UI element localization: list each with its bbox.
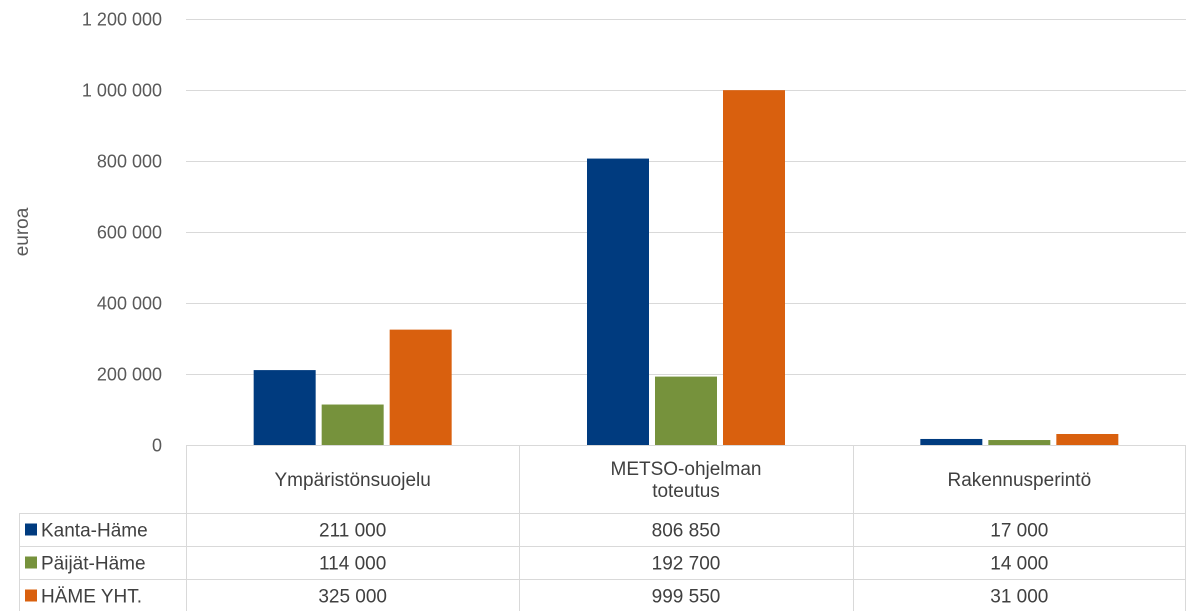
bar: [321, 404, 384, 445]
y-tick-label: 0: [152, 436, 162, 456]
y-axis-label: euroa: [12, 207, 33, 256]
bar: [1056, 433, 1119, 445]
category-label: toteutus: [652, 481, 720, 502]
legend-key: [25, 523, 37, 536]
gridlines: [186, 19, 1186, 375]
category-label: Rakennusperintö: [948, 470, 1092, 491]
data-label: 114 000: [319, 554, 386, 575]
legend-label: HÄME YHT.: [41, 587, 142, 608]
bar: [587, 158, 649, 446]
category-label: METSO-ohjelman: [611, 459, 762, 480]
data-label: 14 000: [990, 554, 1048, 575]
y-tick-label: 800 000: [97, 152, 162, 172]
y-tick-label: 1 200 000: [82, 10, 162, 30]
bar: [389, 329, 452, 445]
data-label: 806 850: [652, 521, 721, 542]
bar: [655, 376, 717, 445]
data-label: 31 000: [990, 587, 1048, 608]
bars: [253, 90, 1119, 446]
bar: [920, 438, 983, 445]
bar: [723, 90, 785, 445]
legend-key: [25, 589, 37, 602]
y-tick-label: 200 000: [97, 365, 162, 385]
legend-label: Kanta-Häme: [41, 521, 148, 542]
y-tick-label: 600 000: [97, 223, 162, 243]
legend-label: Päijät-Häme: [41, 554, 146, 575]
bar: [253, 370, 316, 445]
bar: [988, 440, 1051, 445]
y-axis-tick-labels: 0 200 000 400 000 600 000 800 000 1 000 000 1 …: [82, 10, 162, 456]
data-label: 17 000: [990, 521, 1048, 542]
category-label: Ympäristönsuojelu: [275, 470, 431, 491]
data-label: 325 000: [318, 587, 387, 608]
legend-key: [25, 556, 37, 569]
data-label: 999 550: [652, 587, 721, 608]
y-tick-label: 400 000: [97, 294, 162, 314]
y-tick-label: 1 000 000: [82, 81, 162, 101]
data-label: 192 700: [652, 554, 721, 575]
data-label: 211 000: [319, 521, 386, 542]
